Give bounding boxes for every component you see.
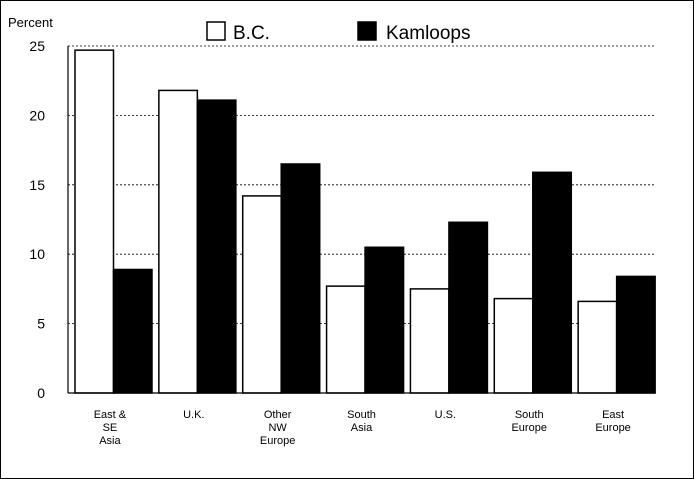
- y-tick-label: 0: [37, 385, 45, 401]
- legend-swatch-kamloops: [357, 21, 377, 41]
- x-category-label: U.S.: [435, 409, 456, 421]
- bar-kamloops: [196, 99, 237, 394]
- bar-bc: [74, 49, 115, 394]
- bar-kamloops: [615, 275, 656, 394]
- y-tick-label: 20: [29, 107, 45, 123]
- bar-bc: [158, 89, 199, 394]
- y-tick-label: 10: [29, 246, 45, 262]
- x-category-label: South Asia: [347, 409, 376, 434]
- y-tick-label: 25: [29, 38, 45, 54]
- bar-kamloops: [532, 171, 573, 394]
- x-category-label: East Europe: [595, 409, 630, 434]
- x-category-labels: East & SE Asia U.K. Other NW Europe South Asia U.…: [94, 409, 631, 447]
- legend-label-bc: B.C.: [233, 23, 270, 44]
- bar-kamloops: [448, 221, 489, 394]
- bar-bc: [409, 288, 450, 394]
- axes: [67, 46, 655, 394]
- y-axis-label: Percent: [8, 15, 53, 30]
- y-tick-label: 5: [37, 316, 45, 332]
- x-category-label: South Europe: [511, 409, 546, 434]
- legend-swatch-bc: [206, 21, 226, 41]
- bar-bc: [325, 285, 366, 394]
- y-tick-labels: 0 5 10 15 20 25: [29, 38, 45, 401]
- bar-bc: [241, 195, 282, 394]
- x-category-label: U.K.: [183, 409, 204, 421]
- bar-bc: [577, 300, 618, 394]
- bar-kamloops: [280, 163, 321, 394]
- bar-bc: [493, 297, 534, 394]
- x-category-label: Other NW Europe: [260, 409, 295, 447]
- legend-label-kamloops: Kamloops: [386, 23, 471, 44]
- bar-kamloops: [112, 268, 153, 394]
- bar-kamloops: [364, 246, 405, 394]
- bars: [74, 49, 656, 394]
- x-category-label: East & SE Asia: [94, 409, 127, 447]
- legend: B.C. Kamloops: [206, 21, 471, 44]
- y-tick-label: 15: [29, 177, 45, 193]
